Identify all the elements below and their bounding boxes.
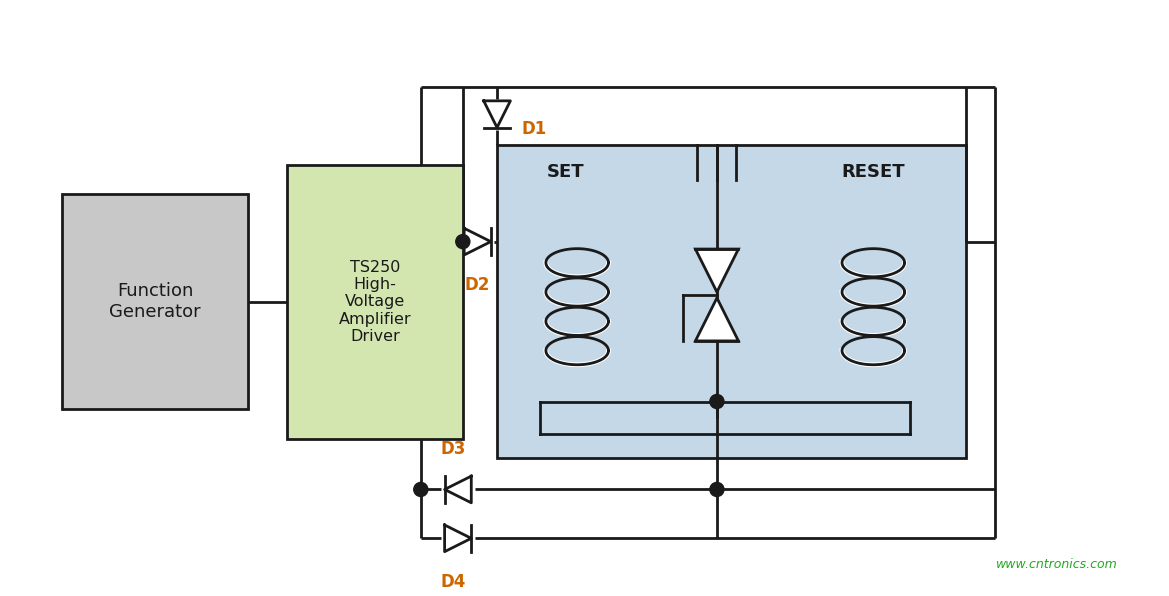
Text: www.cntronics.com: www.cntronics.com <box>996 558 1118 570</box>
FancyBboxPatch shape <box>497 145 966 458</box>
FancyBboxPatch shape <box>286 165 463 439</box>
Text: RESET: RESET <box>842 163 905 181</box>
Circle shape <box>456 235 470 249</box>
Text: D1: D1 <box>521 120 547 138</box>
Text: D2: D2 <box>465 276 490 294</box>
Text: TS250
High-
Voltage
Amplifier
Driver: TS250 High- Voltage Amplifier Driver <box>339 259 411 344</box>
FancyBboxPatch shape <box>62 194 248 409</box>
Polygon shape <box>696 249 739 292</box>
Polygon shape <box>696 298 739 341</box>
Text: Function
Generator: Function Generator <box>109 283 201 321</box>
Circle shape <box>414 482 428 496</box>
Circle shape <box>710 395 724 408</box>
Text: D3: D3 <box>441 440 465 458</box>
Circle shape <box>710 482 724 496</box>
Text: D4: D4 <box>441 573 465 591</box>
Text: SET: SET <box>547 163 584 181</box>
